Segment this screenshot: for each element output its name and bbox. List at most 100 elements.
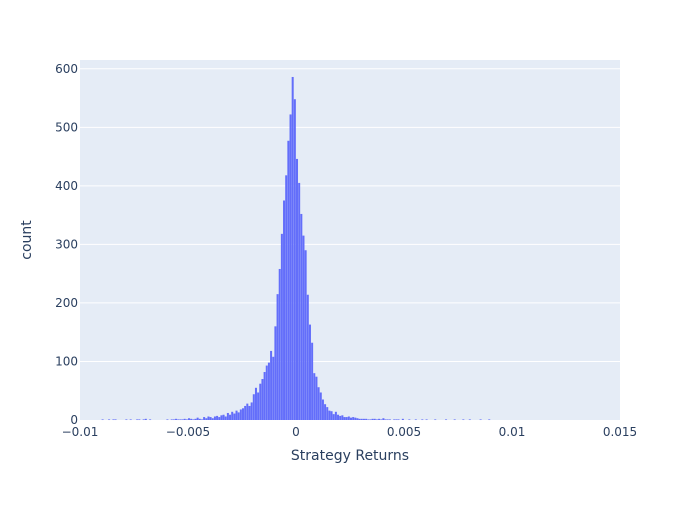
histogram-bar bbox=[397, 419, 400, 421]
histogram-bar bbox=[112, 419, 115, 421]
histogram-bar bbox=[196, 417, 199, 420]
x-tick-label: 0.01 bbox=[499, 425, 526, 439]
histogram-bar bbox=[302, 235, 305, 420]
histogram-bar bbox=[434, 419, 437, 421]
histogram-bar bbox=[300, 213, 303, 420]
histogram-bar bbox=[200, 419, 203, 421]
histogram-bar bbox=[350, 417, 353, 420]
histogram-bar bbox=[250, 402, 253, 420]
histogram-bar bbox=[291, 76, 294, 420]
histogram-bar bbox=[224, 416, 227, 420]
histogram-bar bbox=[259, 383, 262, 420]
histogram-bar bbox=[213, 416, 216, 420]
y-tick-label: 300 bbox=[55, 237, 78, 251]
histogram-bar bbox=[395, 419, 398, 421]
histogram-bar bbox=[138, 419, 141, 421]
histogram-bar bbox=[298, 182, 301, 420]
histogram-bar bbox=[337, 414, 340, 420]
histogram-bar bbox=[365, 418, 368, 420]
histogram-bar bbox=[317, 387, 320, 420]
plot-background bbox=[80, 60, 620, 420]
histogram-bar bbox=[203, 417, 206, 420]
histogram-bar bbox=[373, 418, 376, 420]
histogram-bar bbox=[306, 294, 309, 420]
histogram-bar bbox=[280, 233, 283, 420]
histogram-bar bbox=[287, 140, 290, 420]
histogram-bar bbox=[136, 419, 139, 421]
histogram-bar bbox=[308, 324, 311, 420]
histogram-bar bbox=[142, 419, 145, 421]
histogram-bar bbox=[352, 417, 355, 420]
histogram-bar bbox=[375, 419, 378, 421]
x-axis-title: Strategy Returns bbox=[291, 448, 409, 464]
histogram-bar bbox=[296, 158, 299, 421]
histogram-bar bbox=[149, 419, 152, 421]
histogram-bar bbox=[270, 350, 273, 420]
histogram-bar bbox=[445, 419, 448, 421]
histogram-bar bbox=[311, 342, 314, 420]
histogram-bar bbox=[222, 414, 225, 420]
histogram-bar bbox=[218, 417, 221, 420]
histogram-bar bbox=[380, 419, 383, 421]
histogram-bar bbox=[242, 408, 245, 420]
y-tick-label: 0 bbox=[70, 413, 78, 427]
x-tick-label: 0.005 bbox=[387, 425, 421, 439]
histogram-bar bbox=[261, 379, 264, 420]
histogram-bar bbox=[233, 413, 236, 420]
histogram-bar bbox=[293, 99, 296, 420]
histogram-bar bbox=[330, 411, 333, 420]
histogram-bar bbox=[283, 200, 286, 420]
histogram-bar bbox=[332, 414, 335, 420]
histogram-bar bbox=[369, 419, 372, 421]
histogram-bar bbox=[354, 417, 357, 420]
histogram-bar bbox=[166, 419, 169, 421]
histogram-bar bbox=[356, 418, 359, 420]
histogram-bar bbox=[108, 419, 111, 421]
histogram-bar bbox=[358, 418, 361, 420]
y-tick-label: 500 bbox=[55, 120, 78, 134]
histogram-bar bbox=[326, 407, 329, 420]
histogram-bar bbox=[170, 419, 173, 421]
histogram-bar bbox=[274, 326, 277, 420]
histogram-bar bbox=[421, 419, 424, 421]
histogram-bar bbox=[360, 418, 363, 420]
histogram-bar bbox=[190, 418, 193, 420]
histogram-bar bbox=[226, 412, 229, 420]
histogram-bar bbox=[462, 419, 465, 421]
histogram-bar bbox=[371, 418, 374, 420]
histogram-bar bbox=[172, 419, 175, 421]
histogram-bar bbox=[267, 362, 270, 420]
histogram-bar bbox=[265, 365, 268, 420]
histogram-bar bbox=[362, 418, 365, 420]
histogram-bar bbox=[231, 411, 234, 420]
histogram-bar bbox=[276, 294, 279, 420]
y-tick-label: 200 bbox=[55, 296, 78, 310]
histogram-bar bbox=[188, 418, 191, 420]
y-axis-title: count bbox=[19, 220, 35, 260]
histogram-bar bbox=[177, 419, 180, 421]
histogram-bar bbox=[207, 416, 210, 420]
y-tick-label: 600 bbox=[55, 62, 78, 76]
histogram-bar bbox=[319, 392, 322, 420]
histogram-bar bbox=[101, 419, 104, 421]
histogram-bar bbox=[244, 405, 247, 420]
histogram-bar bbox=[129, 419, 132, 421]
histogram-bar bbox=[488, 419, 491, 421]
histogram-bar bbox=[205, 418, 208, 420]
histogram-bar bbox=[248, 405, 251, 420]
histogram-bar bbox=[388, 419, 391, 421]
histogram-bar bbox=[181, 419, 184, 421]
y-tick-label: 400 bbox=[55, 179, 78, 193]
histogram-bar bbox=[453, 419, 456, 421]
histogram-bar bbox=[414, 419, 417, 421]
histogram-bar bbox=[341, 415, 344, 420]
histogram-bar bbox=[334, 411, 337, 420]
histogram-bar bbox=[220, 415, 223, 420]
histogram-bar bbox=[239, 409, 242, 420]
histogram-bar bbox=[328, 410, 331, 420]
histogram-bar bbox=[235, 410, 238, 420]
histogram-bar bbox=[198, 418, 201, 420]
histogram-bar bbox=[209, 417, 212, 420]
x-tick-label: −0.01 bbox=[62, 425, 99, 439]
x-tick-label: 0 bbox=[292, 425, 300, 439]
